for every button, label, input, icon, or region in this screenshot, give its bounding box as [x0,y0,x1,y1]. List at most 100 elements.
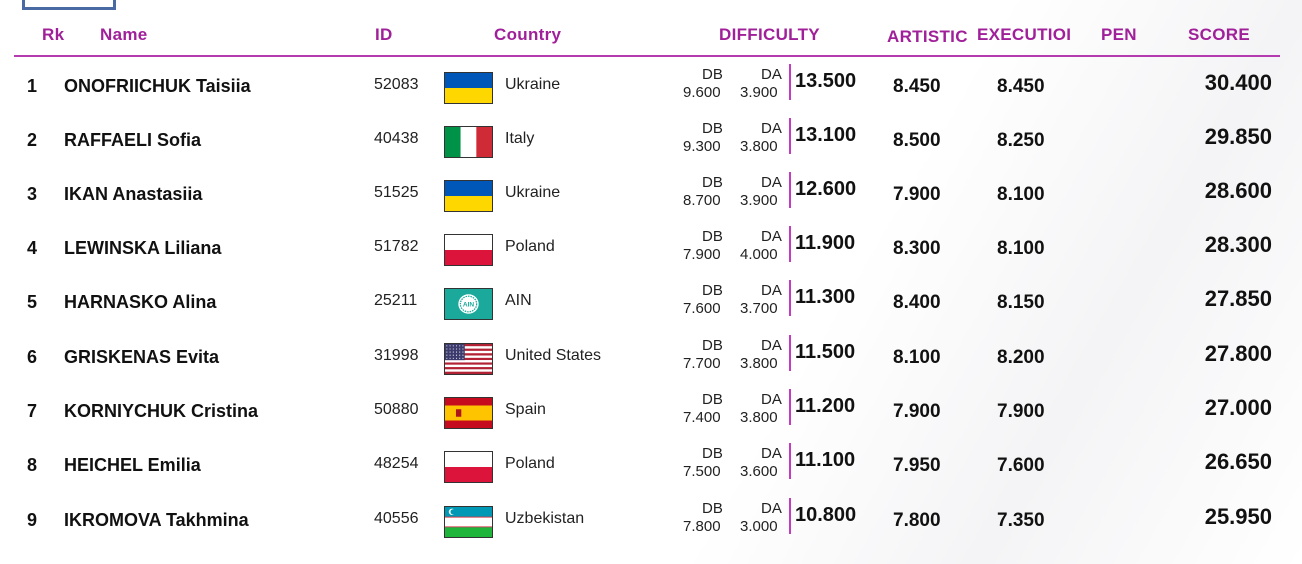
difficulty-divider [789,443,791,479]
artistic-score: 8.100 [893,347,941,368]
header-difficulty[interactable]: DIFFICULTY [719,25,820,44]
total-score: 28.300 [1204,232,1272,257]
difficulty-divider [789,335,791,371]
country-name: AIN [505,292,532,309]
table-row[interactable]: 9 IKROMOVA Takhmina 40556 Uzbekistan DB DA 7.8… [0,490,1302,544]
difficulty-total: 13.500 [795,70,857,92]
db-value: 9.300 [683,138,721,155]
athlete-name: HARNASKO Alina [64,292,217,312]
table-row[interactable]: 2 RAFFAELI Sofia 40438 Italy DB DA 9.300 3.800 1… [0,110,1302,164]
table-row[interactable]: 6 GRISKENAS Evita 31998 United States DB DA 7.… [0,327,1302,381]
db-value: 7.600 [683,300,721,317]
execution-score: 8.200 [997,347,1045,368]
table-row[interactable]: 7 KORNIYCHUK Cristina 50880 Spain DB DA 7.400 3… [0,381,1302,435]
total-score: 27.000 [1204,395,1272,420]
athlete-name: HEICHEL Emilia [64,455,201,475]
da-value: 3.800 [740,138,778,155]
header-country[interactable]: Country [494,25,562,44]
header-artistic[interactable]: ARTISTIC [887,27,968,46]
header-penalty[interactable]: PEN [1101,25,1137,44]
poland-flag-icon [444,234,493,266]
execution-score: 7.600 [997,455,1045,476]
da-label: DA [761,445,782,462]
artistic-score: 7.900 [893,184,941,205]
da-value: 3.900 [740,84,778,101]
athlete-id: 52083 [374,76,419,93]
execution-score: 8.100 [997,184,1045,205]
athlete-name: IKAN Anastasiia [64,184,203,204]
db-label: DB [702,445,723,462]
header-id[interactable]: ID [375,25,393,44]
country-name: Spain [505,401,546,418]
header-execution[interactable]: EXECUTIOI [977,25,1072,44]
table-row[interactable]: 1 ONOFRIICHUK Taisiia 52083 Ukraine DB DA 9.60… [0,56,1302,110]
da-label: DA [761,228,782,245]
da-value: 3.700 [740,300,778,317]
db-value: 7.400 [683,409,721,426]
db-value: 7.500 [683,463,721,480]
da-value: 3.900 [740,192,778,209]
uzbekistan-flag-icon [444,506,493,538]
country-name: Poland [505,238,555,255]
difficulty-divider [789,64,791,100]
total-score: 27.850 [1204,286,1272,311]
total-score: 28.600 [1204,178,1272,203]
db-value: 7.700 [683,355,721,372]
corner-frame [22,0,116,10]
rank-cell: 9 [27,510,38,530]
artistic-score: 8.450 [893,76,941,97]
country-name: Poland [505,455,555,472]
difficulty-divider [789,226,791,262]
ukraine-flag-icon [444,180,493,212]
athlete-name: IKROMOVA Takhmina [64,510,249,530]
athlete-id: 50880 [374,401,419,418]
country-name: United States [505,347,602,364]
artistic-score: 7.800 [893,510,941,531]
execution-score: 8.250 [997,130,1045,151]
table-row[interactable]: 5 HARNASKO Alina 25211 AIN AIN DB DA 7.600 3.700… [0,272,1302,326]
da-value: 3.800 [740,409,778,426]
table-row[interactable]: 4 LEWINSKA Liliana 51782 Poland DB DA 7.900 4.0… [0,218,1302,272]
da-label: DA [761,120,782,137]
total-score: 29.850 [1204,124,1272,149]
table-row[interactable]: 3 IKAN Anastasiia 51525 Ukraine DB DA 8.700 3.9… [0,164,1302,218]
db-value: 8.700 [683,192,721,209]
artistic-score: 8.300 [893,238,941,259]
execution-score: 7.350 [997,510,1045,531]
usa-flag-icon [444,343,493,375]
db-value: 7.900 [683,246,721,263]
execution-score: 8.100 [997,238,1045,259]
artistic-score: 8.400 [893,292,941,313]
da-label: DA [761,500,782,517]
artistic-score: 7.900 [893,401,941,422]
athlete-name: GRISKENAS Evita [64,347,220,367]
total-score: 26.650 [1204,449,1272,474]
db-label: DB [702,66,723,83]
country-name: Uzbekistan [505,510,585,527]
table-row[interactable]: 8 HEICHEL Emilia 48254 Poland DB DA 7.500 3.600… [0,435,1302,489]
artistic-score: 8.500 [893,130,941,151]
difficulty-total: 11.500 [795,341,856,363]
rank-cell: 1 [27,76,38,96]
athlete-id: 25211 [374,292,418,309]
header-rank[interactable]: Rk [42,25,65,44]
da-label: DA [761,174,782,191]
header-name[interactable]: Name [100,25,148,44]
da-value: 3.600 [740,463,778,480]
athlete-id: 51525 [374,184,419,201]
athlete-name: ONOFRIICHUK Taisiia [64,76,251,96]
header-score[interactable]: SCORE [1188,25,1250,44]
db-label: DB [702,120,723,137]
da-label: DA [761,391,782,408]
db-label: DB [702,228,723,245]
db-label: DB [702,174,723,191]
db-value: 9.600 [683,84,721,101]
da-label: DA [761,66,782,83]
difficulty-divider [789,280,791,316]
athlete-id: 31998 [374,347,419,364]
difficulty-divider [789,118,791,154]
da-value: 3.800 [740,355,778,372]
ukraine-flag-icon [444,72,493,104]
results-header: Rk Name ID Country DIFFICULTY ARTISTIC E… [0,0,1302,56]
db-label: DB [702,391,723,408]
